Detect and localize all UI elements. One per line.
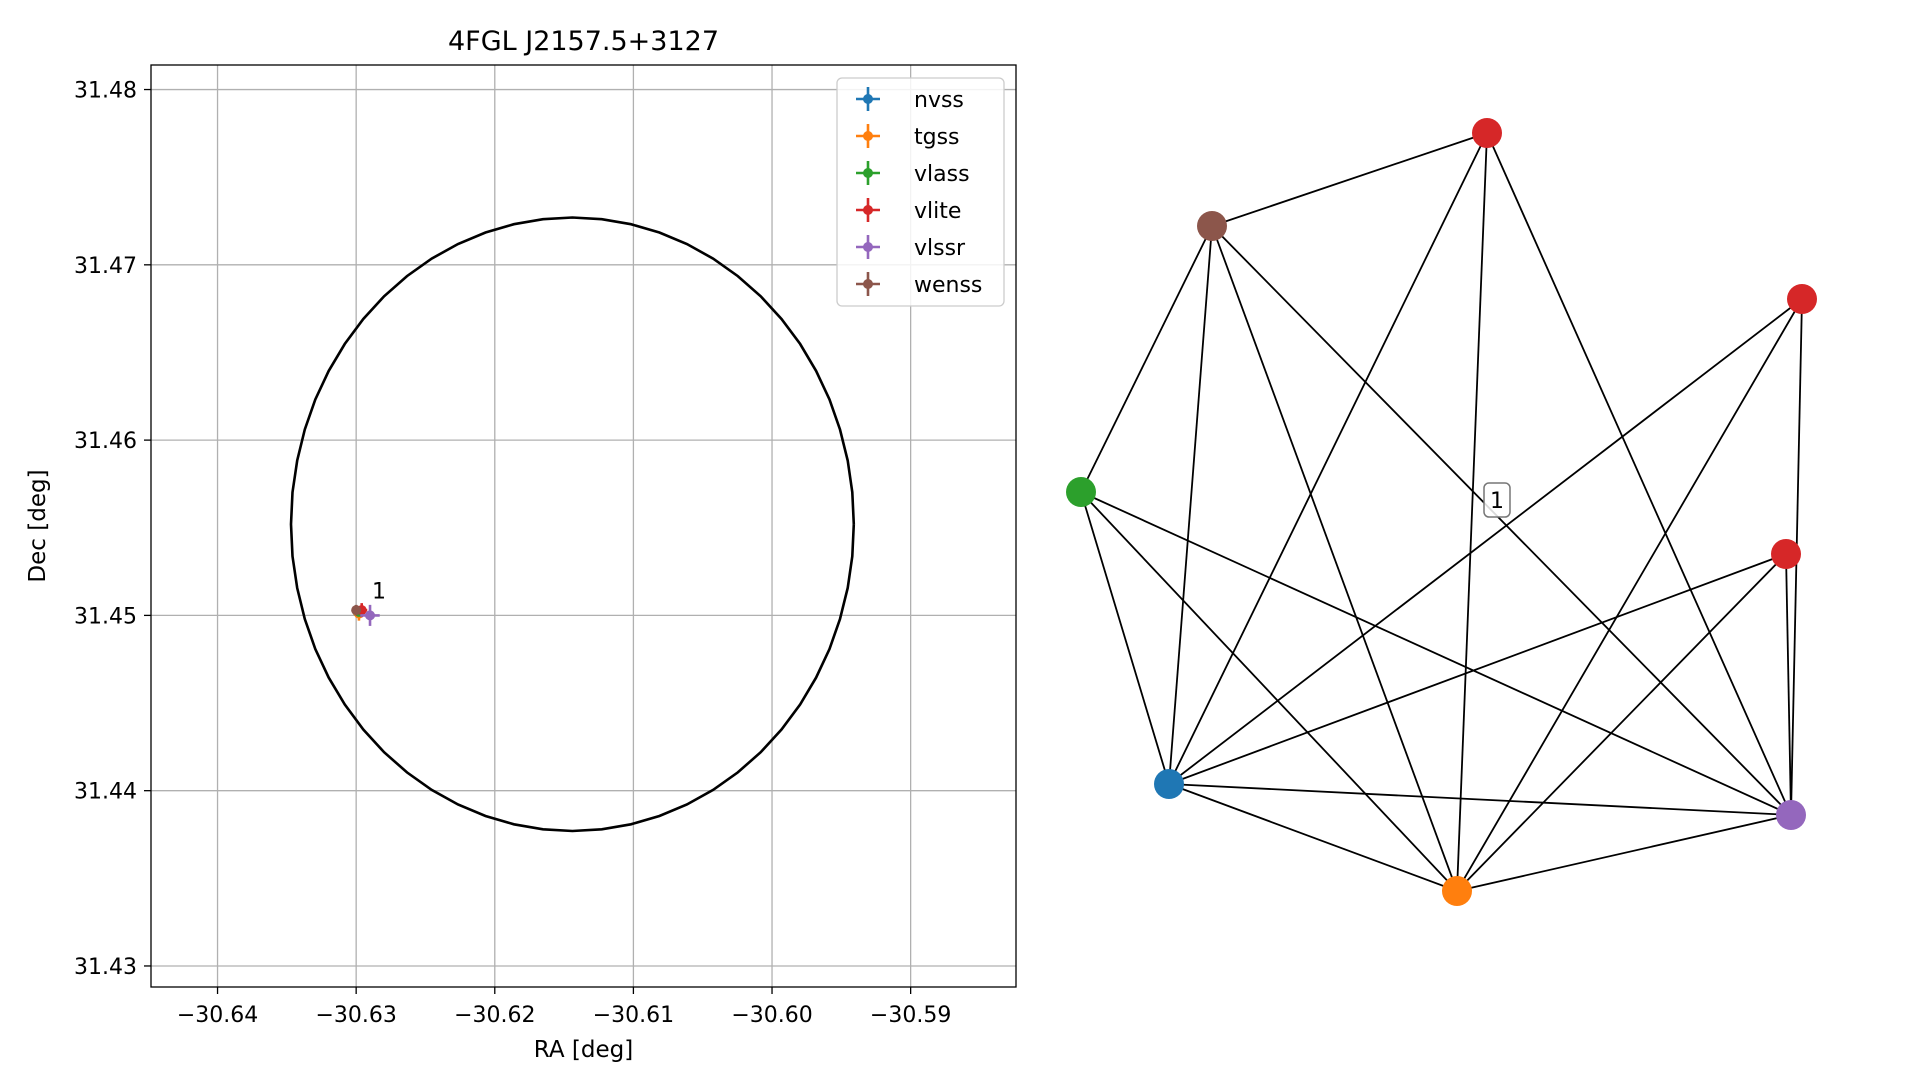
- network-node-nvss: [1154, 769, 1184, 799]
- axis-ticks: −30.64 −30.63 −30.62 −30.61 −30.60 −30.59 31.4…: [74, 79, 951, 1028]
- legend-item: vlite: [856, 198, 961, 224]
- legend-label: nvss: [914, 88, 964, 113]
- marker-vlssr: [360, 604, 380, 626]
- axes-frame: [150, 64, 1017, 988]
- x-tick-label: −30.61: [593, 1003, 674, 1028]
- network-edge: [1080, 225, 1213, 493]
- network-edge: [1456, 553, 1787, 892]
- network-edge: [1211, 225, 1458, 892]
- network-label-box: 1: [1483, 482, 1511, 518]
- network-edge: [1456, 132, 1488, 892]
- point-annotation: 1: [372, 580, 386, 605]
- network-node-vlite-b: [1787, 284, 1817, 314]
- x-tick-label: −30.60: [731, 1003, 812, 1028]
- chart-title: 4FGL J2157.5+3127: [448, 26, 719, 57]
- legend: nvss tgss vlass vlite vlssr wenss: [836, 77, 1005, 307]
- network-edges: [1080, 132, 1803, 892]
- network-node-vlssr: [1776, 800, 1806, 830]
- legend-item: wenss: [856, 272, 982, 298]
- legend-item: nvss: [856, 87, 964, 113]
- y-tick-label: 31.43: [74, 955, 137, 980]
- network-node-vlite-c: [1771, 539, 1801, 569]
- network-edge: [1168, 783, 1458, 892]
- network-node-tgss: [1442, 876, 1472, 906]
- network-edge: [1080, 491, 1170, 785]
- x-tick-label: −30.59: [870, 1003, 951, 1028]
- legend-item: vlssr: [856, 235, 966, 261]
- network-edge: [1211, 225, 1792, 816]
- x-axis-label: RA [deg]: [534, 1037, 633, 1063]
- y-tick-label: 31.44: [74, 780, 137, 805]
- network-panel: 1: [1066, 118, 1817, 906]
- x-tick-label: −30.63: [315, 1003, 396, 1028]
- y-tick-label: 31.45: [74, 604, 137, 629]
- network-nodes: [1066, 118, 1817, 906]
- network-node-wenss: [1197, 211, 1227, 241]
- network-edge: [1080, 491, 1792, 816]
- network-edge: [1785, 553, 1792, 816]
- network-edge: [1486, 132, 1792, 816]
- legend-label: vlite: [914, 199, 961, 224]
- network-edge: [1168, 132, 1488, 785]
- error-ellipse: [289, 216, 856, 833]
- network-edge: [1168, 225, 1213, 785]
- network-label: 1: [1490, 489, 1504, 514]
- network-edge: [1080, 491, 1458, 892]
- x-tick-label: −30.62: [454, 1003, 535, 1028]
- legend-item: tgss: [856, 124, 960, 150]
- y-tick-label: 31.46: [74, 429, 137, 454]
- x-tick-label: −30.64: [177, 1003, 258, 1028]
- y-axis-label: Dec [deg]: [25, 469, 51, 582]
- error-circle: [289, 216, 856, 833]
- network-edge: [1168, 553, 1787, 785]
- y-tick-label: 31.47: [74, 254, 137, 279]
- network-node-vlass: [1066, 477, 1096, 507]
- legend-label: tgss: [914, 125, 960, 150]
- scatter-panel: −30.64 −30.63 −30.62 −30.61 −30.60 −30.59 31.4…: [25, 26, 1017, 1063]
- network-edge: [1456, 298, 1803, 892]
- legend-label: vlssr: [914, 236, 966, 261]
- network-edge: [1456, 814, 1792, 892]
- legend-label: vlass: [914, 162, 970, 187]
- network-edge: [1211, 132, 1488, 227]
- source-markers: [351, 603, 380, 626]
- legend-item: vlass: [856, 161, 970, 187]
- marker-wenss: [351, 604, 362, 616]
- legend-label: wenss: [914, 273, 982, 298]
- y-tick-label: 31.48: [74, 79, 137, 104]
- network-edge: [1168, 298, 1803, 785]
- network-edge: [1168, 783, 1792, 816]
- network-node-vlite-a: [1472, 118, 1502, 148]
